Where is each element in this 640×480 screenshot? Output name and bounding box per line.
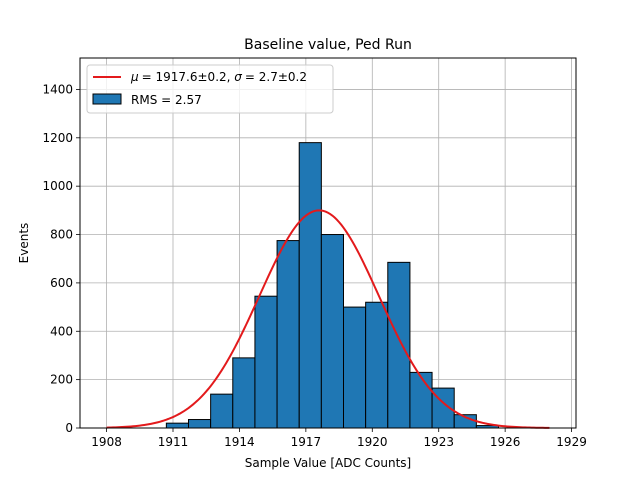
histogram-bar <box>210 393 234 429</box>
x-tick-label: 1911 <box>158 435 189 449</box>
x-tick-label: 1908 <box>91 435 122 449</box>
y-tick-label: 400 <box>50 324 73 338</box>
legend-fit-mu-value: = 1917.6±0.2, <box>142 70 235 84</box>
histogram-bar <box>165 422 190 429</box>
y-tick-label: 600 <box>50 276 73 290</box>
x-axis-ticks: 1908 1911 1914 1917 1920 1923 1926 1929 <box>91 428 587 449</box>
y-tick-label: 1400 <box>42 82 73 96</box>
y-tick-label: 1000 <box>42 179 73 193</box>
legend-fit-sigma-symbol: σ <box>234 70 242 84</box>
legend-fit-sigma-value: = 2.7±0.2 <box>245 70 307 84</box>
x-tick-label: 1920 <box>357 435 388 449</box>
histogram-bars <box>165 142 500 429</box>
y-axis-ticks: 0 200 400 600 800 1000 1200 1400 <box>42 82 80 435</box>
x-tick-label: 1917 <box>291 435 322 449</box>
y-tick-label: 200 <box>50 373 73 387</box>
y-tick-label: 0 <box>65 421 73 435</box>
legend-histogram-label: RMS = 2.57 <box>131 93 202 107</box>
gaussian-fit <box>106 209 550 429</box>
x-tick-label: 1929 <box>556 435 587 449</box>
fit-curve <box>106 209 550 429</box>
chart-title: Baseline value, Ped Run <box>244 37 412 53</box>
x-axis-label: Sample Value [ADC Counts] <box>245 456 411 470</box>
x-tick-label: 1914 <box>224 435 255 449</box>
histogram-bar <box>365 301 389 429</box>
legend: μ = 1917.6±0.2, σ = 2.7±0.2 RMS = 2.57 <box>86 64 334 114</box>
histogram-bar <box>276 240 300 429</box>
histogram-bar <box>409 371 433 429</box>
histogram-bar <box>232 357 256 429</box>
histogram-bar <box>320 234 345 429</box>
y-tick-label: 800 <box>50 228 73 242</box>
histogram-bar <box>387 261 411 429</box>
y-tick-label: 1200 <box>42 131 73 145</box>
plot-frame <box>79 57 577 429</box>
legend-fit-label: μ = 1917.6±0.2, σ = 2.7±0.2 <box>130 70 307 84</box>
legend-histogram-swatch <box>92 93 122 105</box>
y-axis-label: Events <box>17 223 31 264</box>
histogram-bar <box>254 295 278 429</box>
histogram-bar <box>343 306 367 429</box>
histogram-bar <box>298 142 322 429</box>
x-tick-label: 1926 <box>490 435 521 449</box>
legend-fit-mu-symbol: μ <box>130 70 139 84</box>
x-tick-label: 1923 <box>423 435 454 449</box>
legend-box <box>86 64 334 114</box>
histogram-bar <box>188 419 212 429</box>
